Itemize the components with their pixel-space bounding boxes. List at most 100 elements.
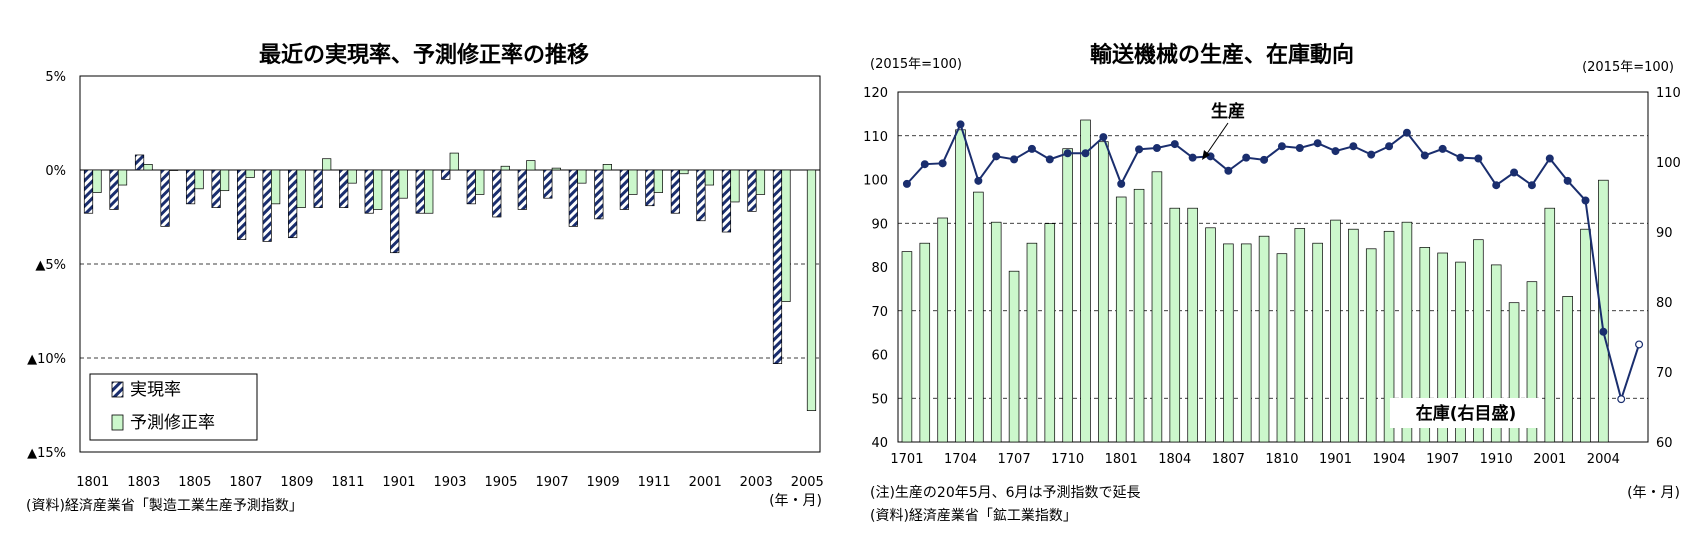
production-point [992,152,1001,161]
bar-inventory [1473,239,1484,443]
bar-jitsugen [109,169,119,210]
x-tick-label: 1910 [1480,452,1513,467]
bar-yosoku [117,169,128,186]
production-annotation-arrowhead [1202,150,1210,160]
bar-yosoku [424,169,434,214]
production-point [1224,166,1233,175]
bar-jitsugen [721,169,732,233]
production-point [1295,144,1304,153]
production-point-projected [1635,340,1644,349]
bar-jitsugen [747,169,757,212]
production-point [1599,327,1608,336]
bar-inventory [1098,141,1109,443]
bar-yosoku [781,169,791,302]
x-tick-label: 1911 [638,475,671,490]
bar-yosoku [755,169,766,195]
y-right-tick-label: 90 [1656,226,1673,241]
bar-inventory [1312,242,1323,443]
y-tick-label: 5% [45,70,66,85]
bar-yosoku [347,169,357,184]
y-tick-label: 0% [45,164,66,179]
y-left-tick-label: 50 [871,392,888,407]
y-left-tick-label: 80 [871,261,888,276]
bar-inventory [1151,171,1163,443]
x-tick-label: 1803 [127,475,160,490]
bar-jitsugen [134,154,145,171]
bar-inventory [1401,221,1413,443]
y-right-tick-label: 110 [1656,86,1681,101]
bar-inventory [1508,302,1520,443]
y-left-tick-label: 120 [863,86,888,101]
bar-inventory [1223,243,1234,443]
bar-jitsugen [185,169,196,205]
production-annotation: 生産 [1211,101,1245,122]
production-point [1188,153,1197,162]
production-point [1510,168,1519,177]
bar-inventory [973,191,984,443]
x-tick-label: 1810 [1265,452,1298,467]
legend-swatch-yosoku [111,414,124,431]
bar-jitsugen [594,169,604,220]
production-point [1527,181,1536,190]
production-point [1581,196,1590,205]
bar-yosoku [806,169,817,411]
bar-inventory [990,221,1002,443]
production-point [1081,149,1090,158]
left-chart: 最近の実現率、予測修正率の推移 5% 0% ▲5% ▲10% ▲15% 1801 1803… [26,42,824,514]
y-right-tick-label: 70 [1656,366,1673,381]
y-right-tick-label: 60 [1656,436,1673,451]
bar-inventory [1080,119,1091,443]
bar-inventory [1062,148,1073,443]
bar-jitsugen [339,169,349,208]
x-tick-label: 1907 [1426,452,1459,467]
bar-yosoku [143,164,153,171]
x-tick-label: 2001 [1533,452,1566,467]
x-tick-label: 1903 [433,475,466,490]
production-point [1402,128,1411,137]
bar-jitsugen [211,169,221,208]
bar-jitsugen [415,169,425,214]
right-note: (注)生産の20年5月、6月は予測指数で延長 [870,485,1141,501]
bar-yosoku [373,169,383,210]
bar-inventory [1008,270,1020,443]
bar-yosoku [398,169,408,199]
bar-jitsugen [390,169,400,254]
bar-jitsugen [313,169,323,208]
x-tick-label: 1804 [1158,452,1191,467]
bar-jitsugen [619,169,629,210]
y-tick-label: ▲5% [35,258,66,273]
production-point [1492,181,1501,190]
y-right-tick-label: 100 [1656,156,1681,171]
bar-inventory [1276,253,1288,443]
bar-inventory [1526,281,1538,443]
legend-swatch-jitsugen [111,381,124,398]
production-point [920,160,929,169]
right-chart: 輸送機械の生産、在庫動向 (2015年=100) (2015年=100) 40 5… [863,42,1681,524]
production-point [1349,142,1358,151]
bar-jitsugen [543,169,553,199]
bar-yosoku [475,169,485,195]
bar-inventory [919,242,931,443]
bar-jitsugen [772,169,783,364]
inventory-annotation: 在庫(右目盛) [1416,403,1517,424]
y-left-tick-label: 40 [871,436,888,451]
bar-inventory [1044,223,1056,443]
x-tick-label: 1707 [998,452,1031,467]
production-point [1135,145,1144,154]
production-point [1420,151,1429,160]
bar-inventory [1419,247,1431,443]
x-tick-label: 2004 [1587,452,1620,467]
bar-yosoku [92,169,102,193]
x-tick-label: 1807 [1212,452,1245,467]
y-tick-label: ▲15% [27,446,66,461]
production-point [1545,154,1554,163]
production-point [1277,142,1286,151]
bar-yosoku [322,158,332,171]
bar-yosoku [602,164,612,171]
bar-inventory [1240,243,1252,443]
bar-jitsugen [466,169,476,205]
legend-label-jitsugen: 実現率 [130,380,181,400]
production-point [974,176,983,185]
bar-yosoku [704,169,715,186]
left-xlabel: (年・月) [769,493,822,509]
